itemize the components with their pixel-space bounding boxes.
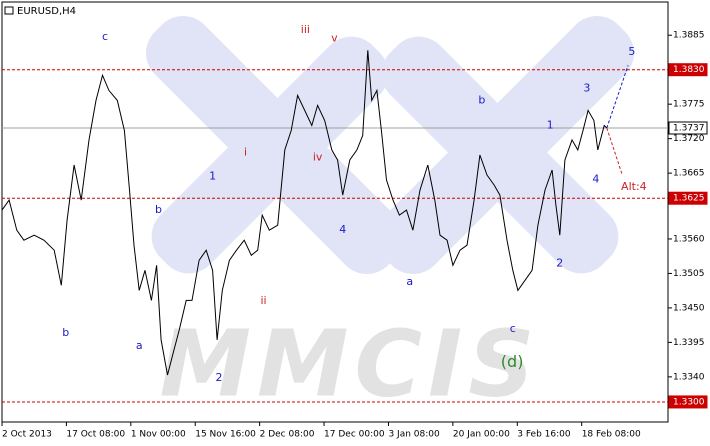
y-tick-label: 1.3450 bbox=[673, 303, 705, 313]
price-box-label: 1.3830 bbox=[673, 65, 705, 75]
price-box-label: 1.3737 bbox=[673, 124, 705, 134]
wave-label: 3 bbox=[583, 82, 590, 95]
wave-label: v bbox=[331, 31, 338, 44]
wave-label: 4 bbox=[339, 223, 346, 236]
y-tick-label: 1.3885 bbox=[673, 31, 705, 41]
x-tick-label: 2 Oct 2013 bbox=[2, 430, 52, 440]
wave-label: a bbox=[406, 275, 413, 288]
chart-title: EURUSD,H4 bbox=[17, 6, 76, 17]
price-box bbox=[668, 63, 708, 77]
x-tick-label: 1 Nov 00:00 bbox=[131, 430, 186, 440]
y-tick-label: 1.3395 bbox=[673, 338, 705, 348]
price-box bbox=[668, 191, 708, 205]
watermark-logo bbox=[146, 16, 634, 274]
wave-label: Alt:4 bbox=[621, 180, 647, 193]
wave-label: 2 bbox=[556, 256, 563, 269]
x-tick-label: 17 Oct 08:00 bbox=[66, 430, 125, 440]
price-box-label: 1.3625 bbox=[673, 194, 705, 204]
y-tick-label: 1.3665 bbox=[673, 169, 705, 179]
price-line bbox=[606, 127, 623, 176]
x-tick-label: 3 Feb 16:00 bbox=[517, 430, 571, 440]
wave-label: b bbox=[155, 203, 162, 216]
wave-label: b bbox=[62, 326, 69, 339]
x-tick-label: 2 Dec 08:00 bbox=[260, 430, 315, 440]
wave-label: (d) bbox=[501, 352, 524, 371]
plot-frame bbox=[1, 1, 669, 423]
wave-label: c bbox=[510, 322, 516, 335]
y-tick-label: 1.3775 bbox=[673, 100, 705, 110]
wave-label: 1 bbox=[209, 169, 216, 182]
price-box-label: 1.3300 bbox=[673, 397, 705, 407]
y-tick-label: 1.3340 bbox=[673, 372, 705, 382]
wave-label: c bbox=[102, 30, 108, 43]
wave-label: 4 bbox=[592, 172, 599, 185]
wave-label: 2 bbox=[216, 371, 223, 384]
watermark-text: MMCIS bbox=[159, 310, 540, 417]
logo-stroke bbox=[381, 36, 619, 274]
x-tick-label: 18 Feb 08:00 bbox=[582, 430, 641, 440]
wave-label: iv bbox=[313, 150, 323, 163]
symbol-label: EURUSD,H4 bbox=[4, 6, 76, 17]
y-tick-label: 1.3505 bbox=[673, 269, 705, 279]
x-tick-label: 17 Dec 00:00 bbox=[324, 430, 385, 440]
wave-label: 5 bbox=[628, 45, 635, 58]
x-tick-label: 3 Jan 08:00 bbox=[388, 430, 440, 440]
logo-stroke bbox=[151, 36, 389, 274]
symbol-icon bbox=[4, 6, 14, 15]
x-tick-label: 20 Jan 00:00 bbox=[453, 430, 510, 440]
wave-label: ii bbox=[260, 294, 266, 307]
wave-label: 1 bbox=[547, 118, 554, 131]
wave-label: a bbox=[136, 339, 143, 352]
price-box bbox=[668, 121, 708, 135]
price-box bbox=[668, 395, 708, 409]
x-tick-label: 15 Nov 16:00 bbox=[195, 430, 256, 440]
wave-label: b bbox=[478, 93, 485, 106]
wave-label: iii bbox=[301, 23, 310, 36]
y-tick-label: 1.3720 bbox=[673, 134, 705, 144]
wave-label: i bbox=[244, 145, 247, 158]
y-tick-label: 1.3560 bbox=[673, 234, 705, 244]
price-line bbox=[1, 50, 608, 376]
price-line bbox=[606, 65, 629, 129]
